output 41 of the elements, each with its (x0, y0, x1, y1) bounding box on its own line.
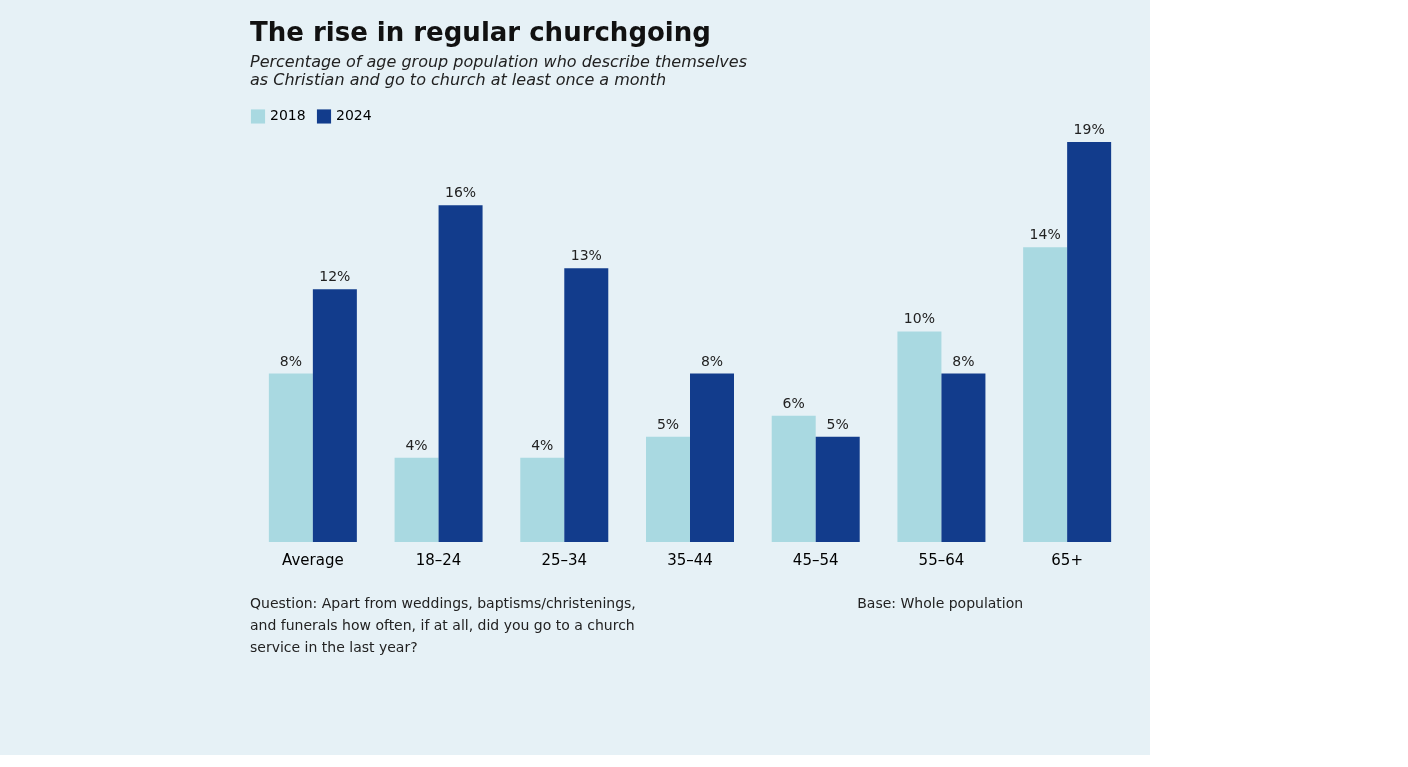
data-label: 19% (1073, 121, 1105, 137)
bar (646, 436, 690, 542)
data-label: 5% (656, 415, 680, 432)
x-tick-label: 25–34 (541, 550, 588, 569)
data-label: 16% (445, 184, 477, 201)
bar (771, 415, 816, 542)
data-label: 14% (1029, 226, 1061, 243)
bar (520, 457, 565, 542)
bar (897, 331, 942, 542)
bar (438, 205, 483, 542)
bar (312, 289, 357, 542)
x-tick-label: 65+ (1051, 550, 1083, 569)
data-label: 13% (570, 247, 602, 264)
text: Base: Whole population (857, 595, 1024, 611)
bar (815, 436, 860, 542)
data-label: 10% (903, 310, 935, 327)
chart-subtitle: Percentage of age group population who describe themselves as Christian and go to church at least once a month (250, 52, 748, 89)
data-label: 8% (700, 352, 724, 369)
x-tick-label: 18–24 (415, 550, 462, 569)
bar (564, 268, 609, 542)
data-label: 8% (279, 352, 302, 369)
bar (268, 373, 313, 542)
bar (1067, 142, 1112, 542)
bar (394, 457, 439, 542)
data-label: 12% (319, 268, 351, 285)
bar (941, 373, 986, 542)
data-label: 5% (826, 415, 849, 432)
data-label: 6% (782, 394, 805, 411)
text: Question: Apart from weddings, baptisms/christenings, and funerals how often, if at all, did you go to a church service in the last year? (250, 595, 636, 655)
bar (690, 373, 734, 542)
bar (1023, 247, 1068, 542)
x-tick-label: Average (282, 550, 344, 569)
x-tick-label: 55–64 (918, 550, 965, 569)
x-tick-label: 35–44 (667, 550, 713, 569)
data-label: 4% (531, 436, 554, 453)
legend-label: 2018 (270, 107, 306, 124)
legend-label: 2024 (336, 107, 372, 124)
x-tick-label: 45–54 (792, 550, 839, 569)
data-label: 8% (952, 352, 975, 369)
data-label: 4% (405, 436, 428, 453)
chart-title: The rise in regular churchgoing (250, 17, 711, 47)
